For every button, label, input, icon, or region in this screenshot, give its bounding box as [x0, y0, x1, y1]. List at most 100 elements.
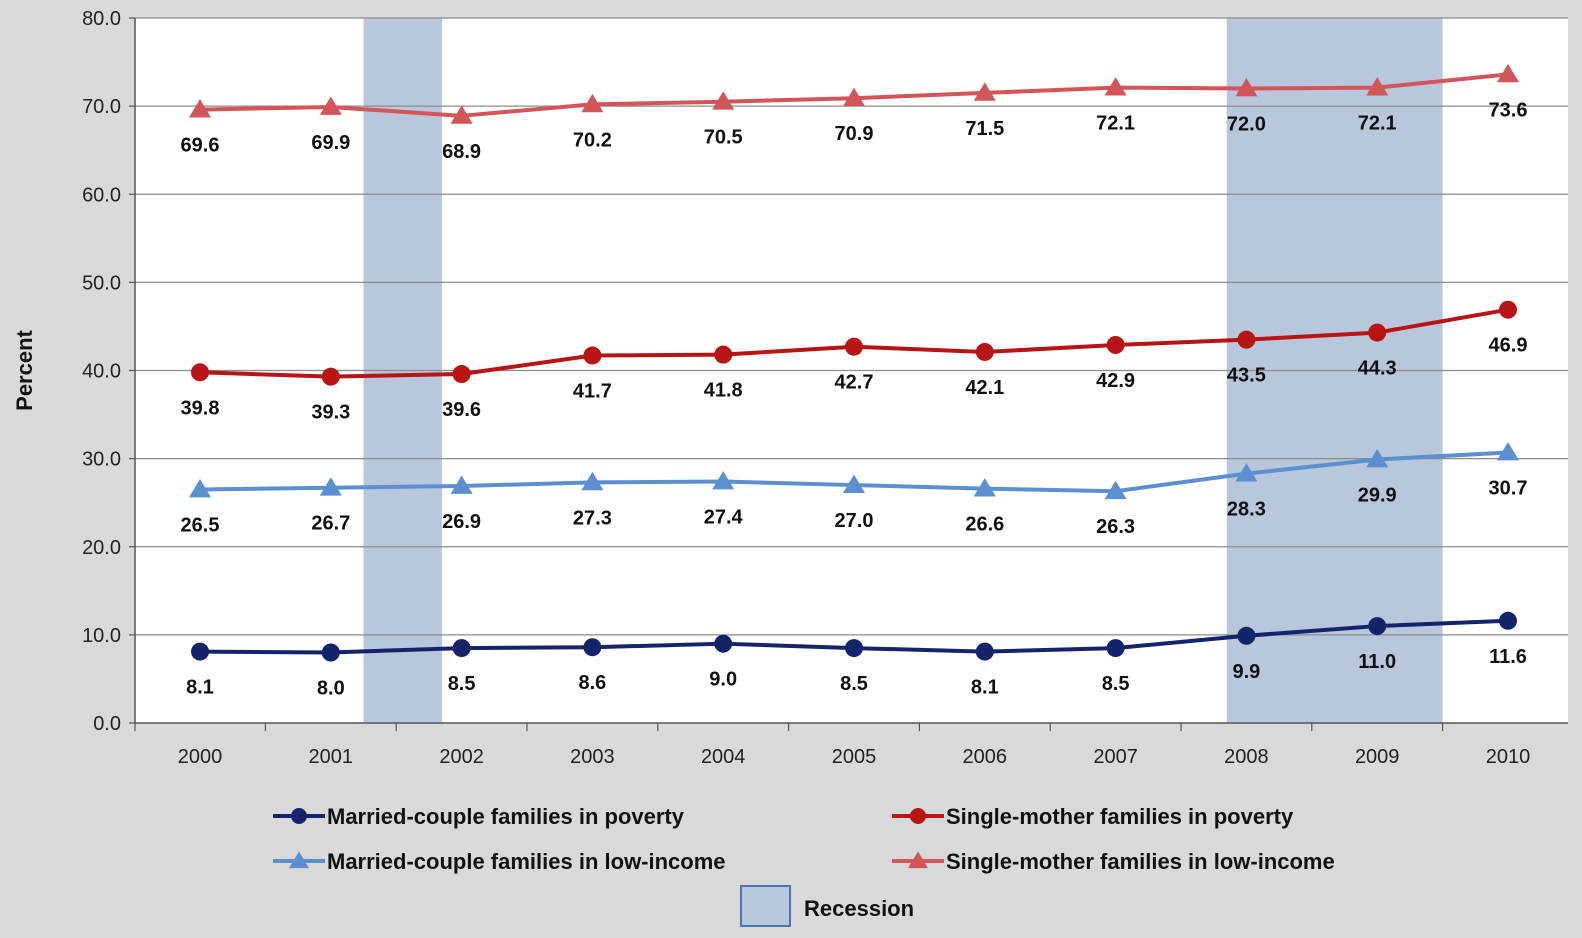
data-point — [714, 345, 733, 364]
data-point — [321, 367, 340, 386]
data-point — [191, 363, 209, 382]
legend-label: Married-couple families in low-income — [327, 849, 726, 874]
data-point — [842, 474, 866, 493]
data-point — [1104, 480, 1127, 500]
legend-label: Married-couple families in poverty — [327, 804, 685, 829]
data-label: 11.0 — [1358, 651, 1396, 673]
x-tick-label: 2002 — [439, 746, 484, 768]
data-point — [1237, 626, 1256, 645]
data-point — [973, 478, 996, 497]
x-tick-label: 2004 — [701, 746, 746, 768]
data-point — [1366, 77, 1389, 96]
data-label: 39.6 — [442, 399, 481, 421]
legend-item-recession: Recession — [740, 885, 914, 927]
data-label: 70.5 — [704, 127, 743, 149]
x-tick-label: 2005 — [832, 746, 877, 768]
y-tick-label: 0.0 — [93, 713, 121, 735]
data-label: 29.9 — [1358, 485, 1397, 507]
data-point — [975, 642, 994, 661]
data-point — [1237, 330, 1256, 349]
y-axis-label: Percent — [12, 329, 37, 410]
data-point — [975, 342, 994, 361]
legend-swatch-marker — [908, 851, 928, 869]
data-label: 72.1 — [1096, 113, 1135, 135]
y-tick-label: 70.0 — [82, 96, 121, 118]
data-label: 9.0 — [709, 669, 737, 691]
y-tick-label: 30.0 — [82, 449, 121, 471]
data-point — [319, 477, 342, 496]
data-point — [319, 96, 342, 115]
data-label: 72.1 — [1358, 113, 1397, 135]
y-tick-label: 40.0 — [82, 361, 121, 383]
data-point — [1366, 449, 1389, 468]
data-point — [712, 91, 735, 110]
data-label: 27.3 — [573, 507, 612, 529]
data-point — [1368, 323, 1387, 342]
data-label: 39.8 — [181, 397, 220, 419]
data-point — [450, 105, 473, 124]
data-label: 26.3 — [1096, 516, 1135, 538]
data-label: 42.7 — [835, 372, 874, 394]
data-label: 26.7 — [311, 513, 350, 535]
y-tick-label: 20.0 — [82, 537, 121, 559]
data-label: 41.7 — [573, 381, 612, 403]
legend-swatch-marker — [289, 851, 309, 869]
data-label: 8.5 — [448, 673, 476, 695]
data-label: 73.6 — [1489, 99, 1528, 121]
data-point — [1368, 617, 1387, 636]
data-point — [188, 478, 212, 498]
data-label: 11.6 — [1489, 646, 1527, 668]
x-tick-label: 2007 — [1093, 746, 1138, 768]
x-tick-label: 2001 — [309, 746, 354, 768]
data-label: 27.0 — [835, 510, 874, 532]
y-tick-label: 80.0 — [82, 8, 121, 30]
data-label: 8.1 — [186, 677, 214, 699]
data-point — [845, 337, 863, 356]
legend-recession-label: Recession — [804, 896, 914, 921]
legend-recession-swatch — [740, 885, 791, 927]
data-point — [1499, 611, 1517, 630]
data-point — [583, 346, 602, 365]
legend-item: Single-mother families in poverty — [892, 804, 1294, 829]
data-label: 8.0 — [317, 678, 345, 700]
data-point — [1106, 335, 1125, 354]
data-label: 26.9 — [442, 511, 481, 533]
data-point — [188, 99, 212, 118]
data-label: 46.9 — [1489, 335, 1528, 357]
data-label: 70.9 — [835, 123, 874, 145]
data-label: 39.3 — [311, 402, 350, 424]
legend-item: Married-couple families in poverty — [273, 804, 685, 829]
data-point — [1496, 63, 1520, 83]
data-label: 27.4 — [704, 507, 744, 529]
data-label: 44.3 — [1358, 358, 1397, 380]
y-tick-label: 60.0 — [82, 184, 121, 206]
data-label: 42.1 — [965, 377, 1004, 399]
data-point — [712, 471, 735, 490]
y-tick-label: 10.0 — [82, 625, 121, 647]
x-tick-label: 2009 — [1355, 746, 1400, 768]
x-tick-label: 2006 — [963, 746, 1008, 768]
data-label: 30.7 — [1489, 477, 1528, 499]
data-point — [450, 475, 473, 494]
data-label: 9.9 — [1232, 661, 1260, 683]
data-label: 71.5 — [965, 118, 1004, 140]
data-point — [1499, 300, 1517, 319]
data-label: 69.9 — [311, 132, 350, 154]
y-tick-label: 50.0 — [82, 272, 121, 294]
data-point — [321, 643, 340, 662]
data-point — [842, 87, 866, 107]
legend-swatch-marker — [291, 808, 307, 824]
data-label: 42.9 — [1096, 370, 1135, 392]
data-label: 28.3 — [1227, 499, 1266, 521]
legend-item: Single-mother families in low-income — [892, 849, 1335, 874]
legend-label: Single-mother families in low-income — [946, 849, 1335, 874]
data-label: 8.1 — [971, 677, 999, 699]
data-label: 68.9 — [442, 141, 481, 163]
data-point — [1104, 77, 1127, 96]
data-point — [581, 93, 604, 113]
data-label: 26.6 — [965, 514, 1004, 536]
data-label: 8.5 — [1102, 673, 1130, 695]
data-point — [714, 634, 733, 653]
data-point — [845, 639, 863, 658]
